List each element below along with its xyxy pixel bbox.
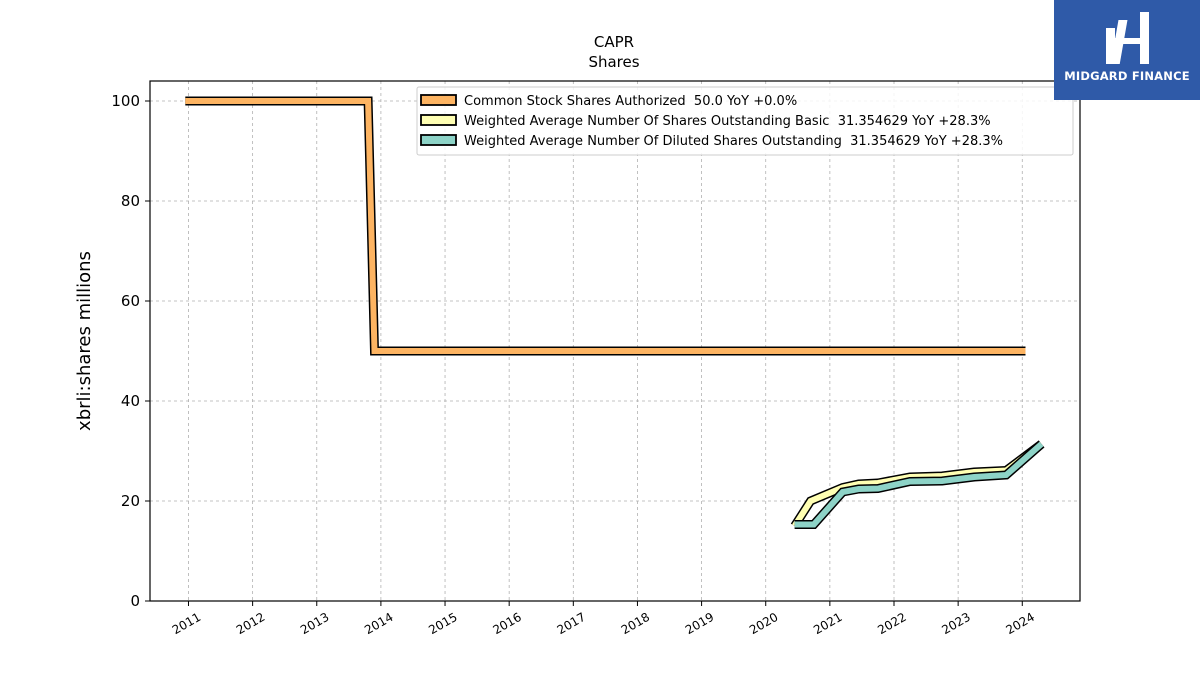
legend-label-1: Weighted Average Number Of Shares Outsta… (464, 114, 991, 129)
series-line-2 (794, 441, 1044, 528)
logo-text: MIDGARD FINANCE (1064, 69, 1190, 83)
series-line-0 (185, 98, 1026, 354)
y-axis-label: xbrli:shares millions (74, 251, 95, 431)
legend-box (416, 86, 1074, 156)
x-tick-label: 2019 (683, 610, 716, 637)
x-tick-label: 2014 (362, 610, 395, 637)
series-lines (185, 96, 1045, 529)
y-tick-label: 0 (130, 592, 140, 610)
x-tick-label: 2012 (234, 610, 267, 637)
legend: Common Stock Shares Authorized 50.0 YoY … (416, 86, 1074, 156)
series-line-1 (792, 441, 1044, 528)
x-tick-label: 2011 (170, 610, 203, 637)
chart-subtitle: Shares (588, 53, 639, 71)
x-tick-label: 2013 (298, 610, 331, 637)
legend-swatch-0 (420, 94, 457, 106)
x-tick-label: 2018 (619, 610, 652, 637)
x-tick-label: 2022 (875, 610, 908, 637)
y-tick-label: 80 (121, 192, 140, 210)
brand-logo: MIDGARD FINANCE (1054, 0, 1200, 100)
chart-title: CAPR (594, 33, 634, 51)
legend-swatch-2 (420, 134, 457, 146)
legend-swatch-1 (420, 114, 457, 126)
grid (150, 81, 1080, 602)
x-tick-label: 2016 (490, 610, 523, 637)
x-axis: 2011 2012 2013 2014 2015 2016 2017 2018 2019 2020… (170, 601, 1037, 637)
y-tick-label: 20 (121, 492, 140, 510)
y-tick-label: 100 (111, 92, 140, 110)
x-tick-label: 2015 (426, 610, 459, 637)
legend-label-2: Weighted Average Number Of Diluted Share… (464, 134, 1003, 149)
y-axis: 0 20 40 60 80 100 (111, 92, 150, 610)
x-tick-label: 2023 (939, 610, 972, 637)
legend-label-0: Common Stock Shares Authorized 50.0 YoY … (464, 94, 797, 109)
x-tick-label: 2024 (1004, 610, 1037, 637)
y-tick-label: 60 (121, 292, 140, 310)
y-tick-label: 40 (121, 392, 140, 410)
x-tick-label: 2017 (555, 610, 588, 637)
plot-frame (149, 80, 1081, 602)
x-tick-label: 2020 (747, 610, 780, 637)
logo-mark-icon (1106, 12, 1149, 64)
x-tick-label: 2021 (811, 610, 844, 637)
